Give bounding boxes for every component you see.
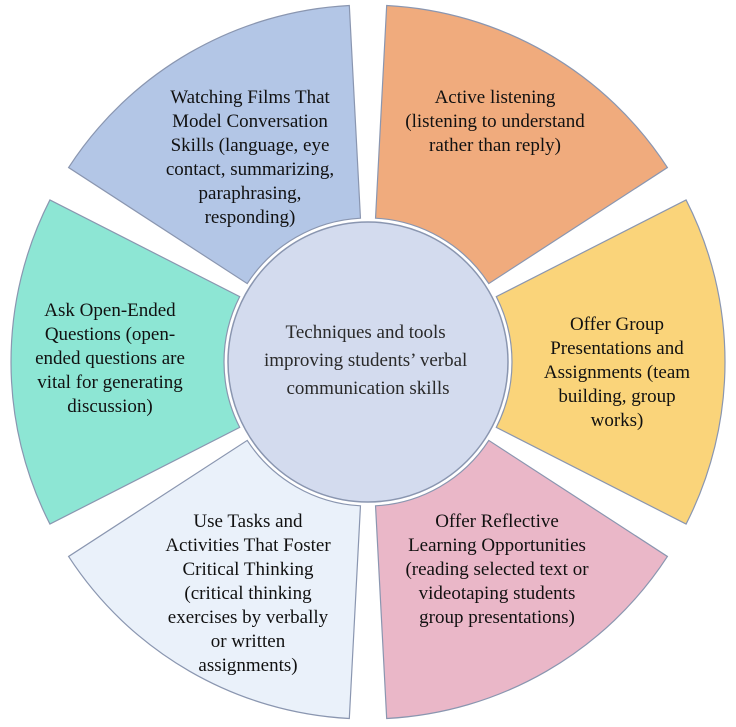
center-hub-line: communication skills xyxy=(286,378,449,399)
segment-label: Active listening (listening to understand… xyxy=(405,87,585,156)
segment-shape xyxy=(67,439,362,720)
segment-label: Use Tasks and Activities That Foster Criti… xyxy=(165,511,331,676)
segment-label-line: exercises by verbally xyxy=(168,607,329,628)
segment-label-line: Use Tasks and xyxy=(193,511,303,532)
segment-label-line: building, group xyxy=(558,386,675,407)
segment-label-line: assignments) xyxy=(198,655,297,676)
center-hub-line: improving students’ verbal xyxy=(264,350,467,371)
segment-label-line: rather than reply) xyxy=(429,135,561,156)
segment-label-line: or written xyxy=(211,631,286,652)
segment-label: Watching Films That Model Conversation Ski… xyxy=(166,87,334,228)
segment-label-line: contact, summarizing, xyxy=(166,159,334,180)
segment-label-line: Learning Opportunities xyxy=(408,535,586,556)
segment-group-presentations: Offer Group Presentations and Assignments … xyxy=(495,199,726,525)
segment-label: Ask Open-Ended Questions (open-ended ques… xyxy=(35,300,185,417)
segment-label-line: Offer Group xyxy=(570,314,664,335)
segment-shape xyxy=(374,4,669,285)
segment-label-line: paraphrasing, xyxy=(199,183,302,204)
segment-label-line: Assignments (team xyxy=(544,362,690,383)
segment-shape xyxy=(10,199,241,525)
segment-shape xyxy=(67,4,362,285)
segment-label-line: (critical thinking xyxy=(184,583,312,604)
center-hub-label: Techniques and tools improving students’… xyxy=(264,322,472,399)
segment-label: Offer Group Presentations and Assignments … xyxy=(544,314,690,431)
segment-label-line: works) xyxy=(591,410,644,431)
segment-label-line: Activities That Foster xyxy=(165,535,331,556)
segment-label: Offer Reflective Learning Opportunities (r… xyxy=(405,511,589,628)
segment-label-line: responding) xyxy=(205,207,296,228)
segment-label-line: Offer Reflective xyxy=(435,511,559,532)
segment-open-ended-questions: Ask Open-Ended Questions (open-ended ques… xyxy=(10,199,241,525)
segment-watching-films: Watching Films That Model Conversation Ski… xyxy=(67,4,362,285)
segment-label-line: discussion) xyxy=(67,396,153,417)
segment-label-line: Active listening xyxy=(435,87,556,108)
segment-shape xyxy=(495,199,726,525)
segment-label-line: Critical Thinking xyxy=(182,559,314,580)
segment-critical-thinking: Use Tasks and Activities That Foster Criti… xyxy=(67,439,362,720)
segment-label-line: Skills (language, eye xyxy=(171,135,330,156)
segment-label-line: Watching Films That xyxy=(170,87,330,108)
segment-active-listening: Active listening (listening to understand… xyxy=(374,4,669,285)
segment-shape xyxy=(374,439,669,720)
segment-reflective-learning: Offer Reflective Learning Opportunities (r… xyxy=(374,439,669,720)
segment-label-line: videotaping students xyxy=(419,583,576,604)
segment-label-line: Model Conversation xyxy=(172,111,328,132)
segment-label-line: Presentations and xyxy=(550,338,684,359)
segment-label-line: (listening to understand xyxy=(405,111,585,132)
segment-label-line: vital for generating xyxy=(37,372,183,393)
segment-label-line: Ask Open-Ended xyxy=(44,300,176,321)
center-hub-line: Techniques and tools xyxy=(286,322,446,343)
segment-label-line: Questions (open- xyxy=(45,324,175,345)
segment-label-line: ended questions are xyxy=(35,348,185,369)
segment-label-line: group presentations) xyxy=(419,607,575,628)
segment-label-line: (reading selected text or xyxy=(405,559,589,580)
center-hub xyxy=(227,221,509,503)
